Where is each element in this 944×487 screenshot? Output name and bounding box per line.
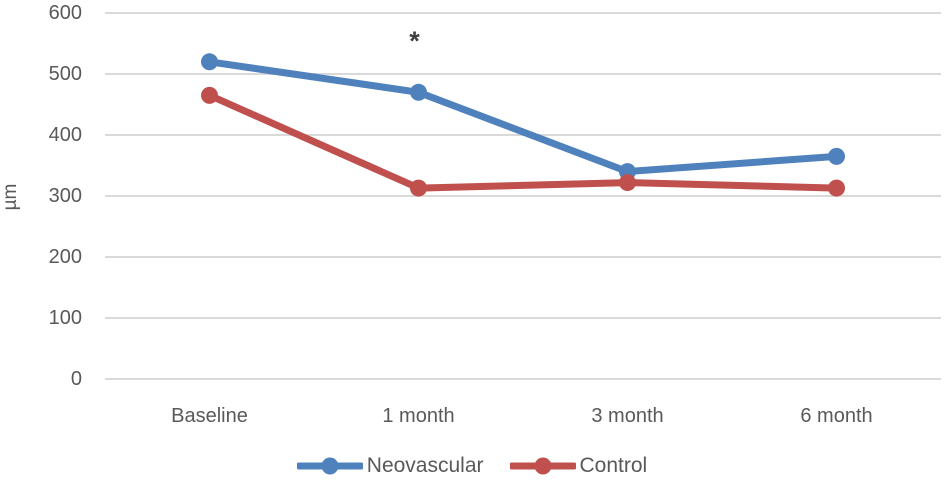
legend: Neovascular Control xyxy=(0,448,944,484)
data-point-control xyxy=(828,179,845,197)
significance-asterisk: * xyxy=(409,26,420,56)
data-point-control xyxy=(619,174,636,192)
series-line-neovascular xyxy=(206,58,840,176)
y-tick-label: 500 xyxy=(48,63,82,85)
legend-label: Control xyxy=(579,454,648,477)
legend-label: Neovascular xyxy=(366,454,484,477)
legend-item-control: Control xyxy=(509,454,648,478)
series-line-control xyxy=(206,91,840,192)
y-tick-label: 0 xyxy=(70,368,82,390)
x-axis-label: 6 month xyxy=(800,405,873,427)
data-point-control xyxy=(410,179,427,197)
x-axis-label: 3 month xyxy=(591,405,664,427)
y-tick-label: 600 xyxy=(48,2,82,24)
legend-line-marker-icon xyxy=(509,457,576,475)
data-point-control xyxy=(201,86,218,104)
legend-item-neovascular: Neovascular xyxy=(296,454,484,478)
data-point-neovascular xyxy=(201,53,218,71)
x-axis-label: Baseline xyxy=(171,405,248,427)
y-tick-label: 100 xyxy=(48,307,82,329)
x-axis-label: 1 month xyxy=(382,405,455,427)
data-point-neovascular xyxy=(828,147,845,165)
legend-line-marker-icon xyxy=(296,457,363,475)
y-tick-label: 400 xyxy=(48,124,82,146)
y-tick-label: 200 xyxy=(48,246,82,268)
data-point-neovascular xyxy=(410,83,427,101)
y-tick-label: 300 xyxy=(48,185,82,207)
